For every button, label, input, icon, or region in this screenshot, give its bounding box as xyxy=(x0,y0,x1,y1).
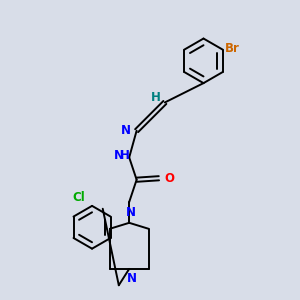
Text: N: N xyxy=(114,149,124,162)
Text: N: N xyxy=(126,206,136,219)
Text: Cl: Cl xyxy=(73,191,85,204)
Text: N: N xyxy=(127,272,136,286)
Text: N: N xyxy=(121,124,131,136)
Text: O: O xyxy=(164,172,174,185)
Text: H: H xyxy=(120,149,130,162)
Text: Br: Br xyxy=(225,42,240,55)
Text: H: H xyxy=(150,91,160,103)
